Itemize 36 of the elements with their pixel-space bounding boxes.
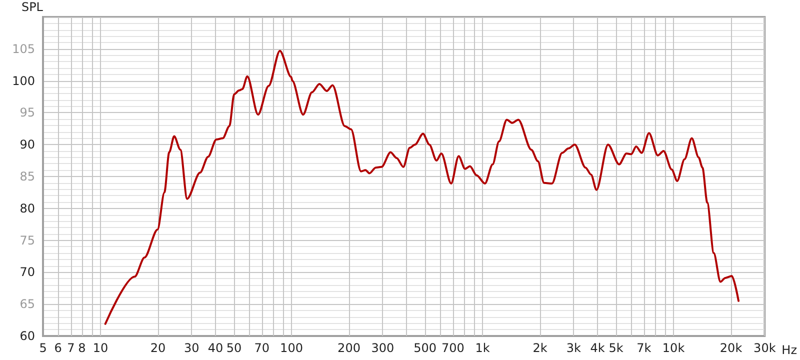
y-tick-label: 90 [20, 138, 35, 152]
y-axis-title: SPL [21, 0, 44, 14]
x-tick-label: 5k [608, 341, 624, 355]
x-tick-label: 300 [371, 341, 394, 355]
x-tick-label: 500 [414, 341, 436, 355]
x-tick-label: 70 [254, 341, 270, 355]
y-tick-label: 75 [20, 233, 35, 248]
y-tick-label: 95 [20, 106, 35, 120]
x-tick-label: 1k [475, 341, 490, 355]
x-tick-label: 30 [184, 341, 200, 355]
y-tick-label: 65 [20, 297, 35, 312]
y-tick-label: 85 [20, 170, 35, 184]
y-tick-label: 100 [12, 74, 35, 88]
y-tick-label: 105 [12, 42, 35, 56]
x-tick-label: 20 [150, 341, 166, 355]
y-tick-label: 60 [20, 329, 35, 343]
y-tick-label: 80 [20, 201, 35, 216]
x-tick-label: 5 [39, 341, 47, 355]
x-tick-label: 20k [720, 341, 742, 355]
x-tick-label: 50 [226, 341, 242, 355]
x-tick-label: 30k [754, 341, 776, 355]
x-tick-label: 40 [208, 341, 224, 355]
x-tick-label: 10 [92, 341, 108, 355]
x-tick-label: 7k [636, 341, 652, 355]
x-tick-label: 200 [338, 341, 360, 355]
x-tick-label: 100 [280, 341, 303, 355]
x-tick-label: 700 [441, 341, 464, 355]
x-tick-label: 8 [78, 341, 86, 355]
x-tick-label: 6 [54, 341, 62, 355]
y-tick-label: 70 [20, 265, 35, 280]
x-tick-label: 7 [67, 341, 75, 355]
x-axis-title: Hz [782, 343, 798, 357]
x-tick-label: 3k [566, 341, 581, 355]
x-tick-label: 2k [532, 341, 548, 355]
x-tick-label: 10k [662, 341, 685, 355]
x-tick-label: 4k [590, 341, 605, 355]
